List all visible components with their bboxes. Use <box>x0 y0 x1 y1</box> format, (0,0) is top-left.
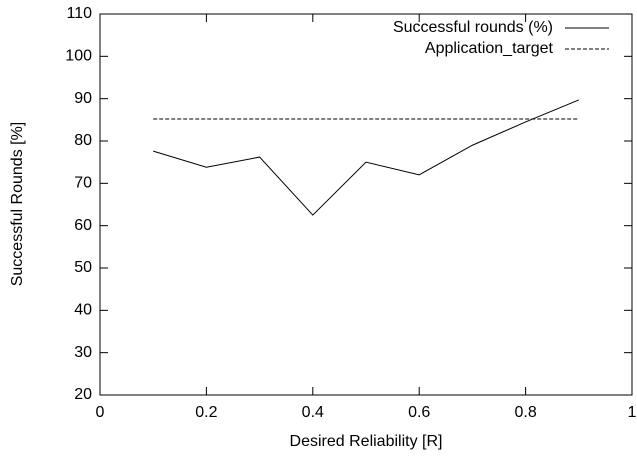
y-tick-label: 110 <box>66 5 92 22</box>
y-tick-label: 100 <box>65 48 92 65</box>
y-tick-label: 30 <box>74 344 92 361</box>
y-tick-label: 80 <box>74 132 92 149</box>
legend-label: Successful rounds (%) <box>393 19 553 36</box>
x-tick-label: 0.8 <box>514 404 536 421</box>
y-tick-label: 40 <box>74 302 92 319</box>
y-tick-label: 50 <box>74 259 92 276</box>
plot-frame <box>99 13 633 396</box>
y-axis-label: Successful Rounds [%] <box>9 122 26 287</box>
y-tick-label: 20 <box>74 386 92 403</box>
legend-label: Application_target <box>425 40 554 57</box>
x-axis-label: Desired Reliability [R] <box>290 433 443 450</box>
x-tick-label: 0.2 <box>195 404 217 421</box>
x-tick-label: 0.4 <box>302 404 324 421</box>
y-tick-label: 60 <box>74 217 92 234</box>
x-tick-label: 0 <box>96 404 105 421</box>
x-tick-label: 1 <box>628 404 637 421</box>
y-tick-label: 70 <box>74 175 92 192</box>
series-line <box>153 99 579 216</box>
x-tick-label: 0.6 <box>408 404 430 421</box>
y-tick-label: 90 <box>74 90 92 107</box>
